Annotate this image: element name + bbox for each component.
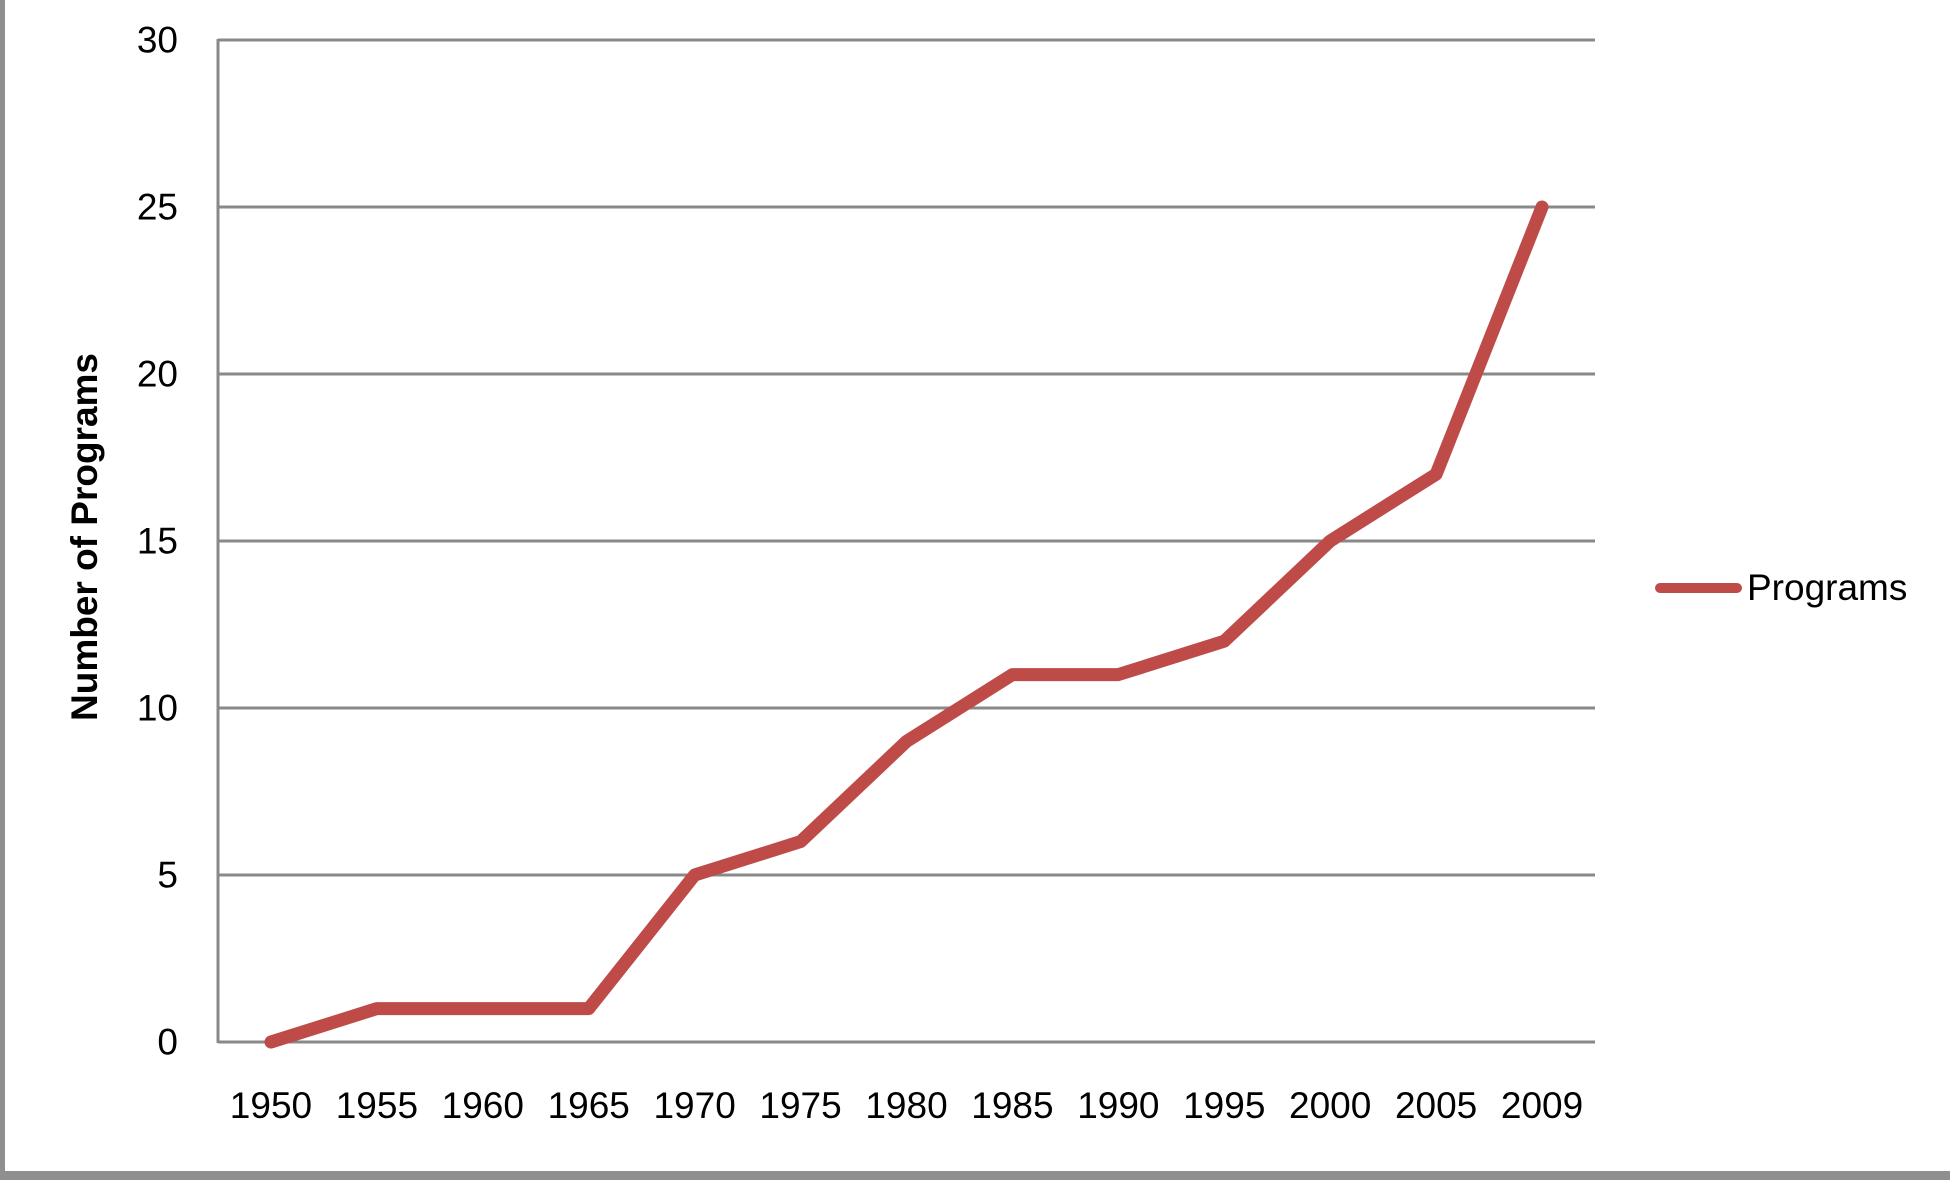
y-tick-label: 20 [137, 354, 178, 395]
x-tick-label: 1980 [865, 1085, 947, 1126]
x-tick-label: 1960 [442, 1085, 524, 1126]
x-tick-label: 1975 [759, 1085, 841, 1126]
page-edge-left [0, 0, 5, 1180]
x-tick-label: 1950 [230, 1085, 312, 1126]
y-tick-label: 30 [137, 20, 178, 61]
y-tick-label: 0 [157, 1022, 178, 1063]
x-tick-label: 1955 [336, 1085, 418, 1126]
y-tick-label: 5 [157, 855, 178, 896]
page-edge-bottom [0, 1171, 1950, 1180]
legend-label: Programs [1747, 567, 1908, 608]
y-tick-label: 15 [137, 521, 178, 562]
y-tick-label: 10 [137, 688, 178, 729]
x-tick-label-group: 1950 1955 1960 1965 1970 1975 1980 1985 1990 1995… [230, 1085, 1583, 1126]
x-tick-label: 1990 [1077, 1085, 1159, 1126]
legend-line-swatch [1655, 583, 1742, 593]
x-tick-label: 1970 [653, 1085, 735, 1126]
x-tick-label: 1985 [971, 1085, 1053, 1126]
x-tick-label: 2009 [1501, 1085, 1583, 1126]
x-tick-label: 1965 [548, 1085, 630, 1126]
series-line [264, 200, 1549, 1049]
y-tick-label: 25 [137, 187, 178, 228]
y-tick-label-group: 0 5 10 15 20 25 30 [137, 20, 178, 1063]
x-tick-label: 2000 [1289, 1085, 1371, 1126]
gridline-group [218, 38, 1595, 1044]
x-tick-label: 1995 [1183, 1085, 1265, 1126]
x-tick-label: 2005 [1395, 1085, 1477, 1126]
legend: Programs [1655, 567, 1907, 609]
series-group [264, 200, 1549, 1049]
y-axis-title: Number of Programs [64, 352, 105, 722]
